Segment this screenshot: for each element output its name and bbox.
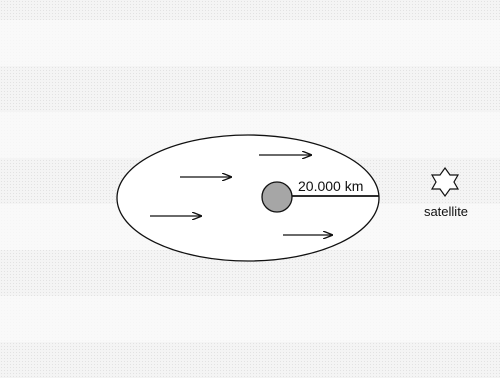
background-band (0, 296, 500, 342)
radius-label: 20.000 km (298, 178, 363, 194)
orbit-ellipse (116, 134, 380, 262)
satellite-label: satellite (424, 204, 468, 219)
planet-circle-icon (261, 181, 293, 213)
six-pointed-star-icon (430, 166, 460, 198)
background-band (0, 20, 500, 66)
